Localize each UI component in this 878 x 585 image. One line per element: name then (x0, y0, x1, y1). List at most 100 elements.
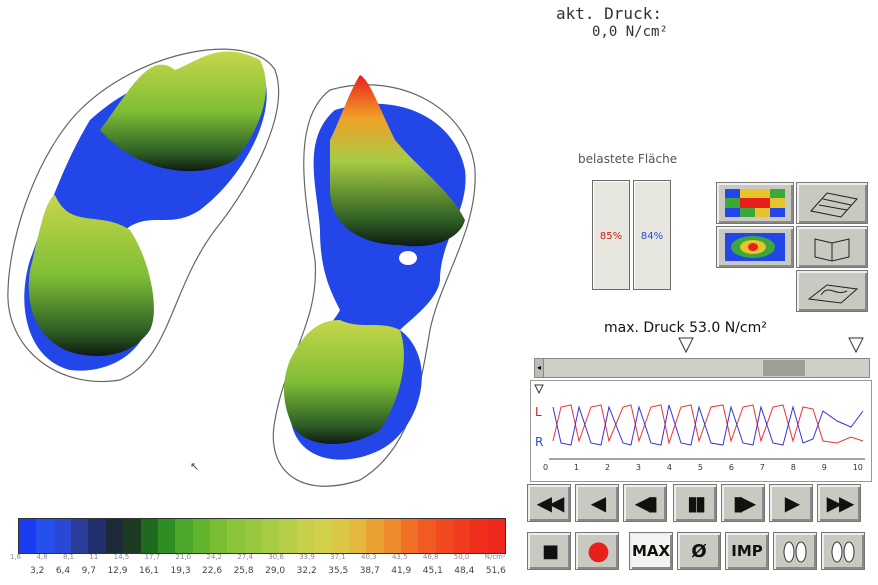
color-scale-cell (209, 519, 228, 553)
record-icon: ● (587, 536, 610, 566)
force-curve-chart (534, 384, 865, 460)
play-icon: ▶ (784, 491, 800, 515)
current-pressure-label: akt. Druck: (556, 4, 662, 23)
color-scale-cell (192, 519, 210, 553)
frame-back-button[interactable]: ◀▮ (623, 484, 667, 522)
timeline-tick-label: 0 (543, 463, 549, 472)
color-scale-cell (244, 519, 263, 553)
time-slider[interactable]: ◂ (534, 358, 870, 378)
feet-view-button[interactable] (773, 532, 817, 570)
color-scale-cell (487, 519, 506, 553)
color-scale-bottom-tick: 35,5 (328, 566, 349, 576)
color-scale-bottom-tick: 38,7 (359, 566, 380, 576)
timeline-tick-label: 3 (635, 463, 641, 472)
right-foot-curve-label: R (535, 435, 544, 449)
color-scale-cell (140, 519, 158, 553)
record-button[interactable]: ● (575, 532, 619, 570)
slider-marker-end-icon[interactable] (846, 336, 866, 356)
color-scale-bottom-tick: 9,7 (81, 566, 96, 576)
fast-forward-icon: ▶▶ (826, 491, 855, 515)
color-scale-top-tick: 8,1 (62, 553, 75, 561)
color-scale-cell (366, 519, 384, 553)
isobar-view-button[interactable] (716, 226, 794, 268)
color-scale-cell (348, 519, 367, 553)
color-scale-top-tick: 17,7 (144, 553, 161, 561)
right-foot-map (272, 75, 476, 487)
color-scale-top-tick: 1,6 (10, 553, 22, 561)
color-scale-bottom-ticks: 3,2 6,4 9,7 12,9 16,1 19,3 22,6 25,8 29,0 32,2 35,… (30, 566, 506, 580)
color-scale-cell (470, 519, 488, 553)
color-scale-cell (157, 519, 176, 553)
color-scale-bottom-tick: 6,4 (55, 566, 71, 576)
color-scale-top-tick: 14,5 (113, 553, 130, 561)
play-button[interactable]: ▶ (769, 484, 813, 522)
left-foot-curve-label: L (535, 405, 542, 419)
mouse-cursor-icon: ↖ (190, 460, 199, 473)
color-scale-top-tick: 33,9 (299, 553, 315, 561)
isobar-map-icon (725, 233, 785, 261)
frame-forward-button[interactable]: ▮▶ (721, 484, 765, 522)
color-scale-bottom-tick: 41,9 (391, 566, 412, 576)
color-scale-bottom-tick: 45,1 (422, 566, 443, 576)
frame-forward-icon: ▮▶ (732, 491, 756, 515)
color-scale-bottom-tick: 22,6 (202, 566, 223, 576)
timeline-tick-label: 5 (697, 463, 703, 472)
feet-mirror-button[interactable] (821, 532, 865, 570)
color-scale-cell (418, 519, 436, 553)
wireframe-3d-icon (810, 192, 858, 218)
color-scale-cell (331, 519, 349, 553)
color-scale-bottom-tick: 25,8 (233, 566, 254, 576)
force-timeline-graph[interactable]: L R 0 1 2 3 4 5 6 7 8 9 10 (530, 380, 872, 482)
color-scale-cell (105, 519, 124, 553)
slider-marker-start-icon[interactable] (676, 336, 696, 356)
timeline-tick-label: 9 (821, 463, 827, 472)
color-scale-cell (400, 519, 419, 553)
color-scale-top-tick: 43,5 (391, 553, 408, 561)
frame-back-icon: ◀▮ (634, 491, 658, 515)
color-scale-bottom-tick: 29,0 (265, 566, 286, 576)
right-loaded-area-bar: 84% (633, 180, 671, 290)
color-scale-top-tick: 40,3 (361, 553, 377, 561)
pressure-color-scale (18, 518, 506, 554)
timeline-tick-label: 1 (573, 463, 580, 472)
book-view-button[interactable] (796, 226, 868, 268)
max-button-label: MAX (631, 542, 671, 560)
color-scale-top-tick: 37,1 (330, 553, 346, 561)
color-scale-top-tick: 11 (89, 553, 99, 561)
foot-pressure-view[interactable]: ↖ (0, 30, 520, 500)
slider-left-arrow-icon[interactable]: ◂ (535, 359, 544, 377)
max-pressure-label: max. Druck 53.0 N/cm² (604, 320, 767, 336)
color-scale-top-tick: 4,8 (36, 553, 48, 561)
surface-3d-button[interactable] (796, 270, 868, 312)
rewind-button[interactable]: ◀◀ (527, 484, 571, 522)
wireframe-3d-button[interactable] (796, 182, 868, 224)
color-scale-cell (435, 519, 453, 553)
step-back-button[interactable]: ◀ (575, 484, 619, 522)
current-pressure-value: 0,0 N/cm² (592, 24, 668, 40)
timeline-tick-label: 7 (759, 463, 765, 472)
timeline-tick-labels: 0 1 2 3 4 5 6 7 8 9 10 (543, 463, 863, 477)
color-scale-cell (262, 519, 280, 553)
color-scale-top-tick: 30,6 (268, 553, 284, 561)
color-scale-top-tick: N/cm² (484, 553, 506, 561)
color-scale-top-tick: 21,0 (175, 553, 192, 561)
pause-button[interactable]: ▮▮ (673, 484, 717, 522)
grid-map-icon (725, 189, 785, 217)
color-scale-bottom-tick: 3,2 (30, 566, 45, 576)
color-scale-bottom-tick: 12,9 (107, 566, 128, 576)
grid-view-button[interactable] (716, 182, 794, 224)
max-button[interactable]: MAX (629, 532, 673, 570)
stop-icon: ■ (541, 540, 559, 562)
color-scale-cell (71, 519, 89, 553)
right-loaded-area-value: 84% (640, 231, 664, 242)
color-scale-cell (452, 519, 471, 553)
color-scale-cell (383, 519, 401, 553)
color-scale-top-tick: 27,4 (237, 553, 253, 561)
color-scale-top-tick: 50,0 (453, 553, 470, 561)
timeline-tick-label: 6 (728, 463, 734, 472)
slider-thumb[interactable] (763, 360, 805, 376)
imp-button[interactable]: IMP (725, 532, 769, 570)
average-button[interactable]: Ø (677, 532, 721, 570)
stop-button[interactable]: ■ (527, 532, 571, 570)
fast-forward-button[interactable]: ▶▶ (817, 484, 861, 522)
